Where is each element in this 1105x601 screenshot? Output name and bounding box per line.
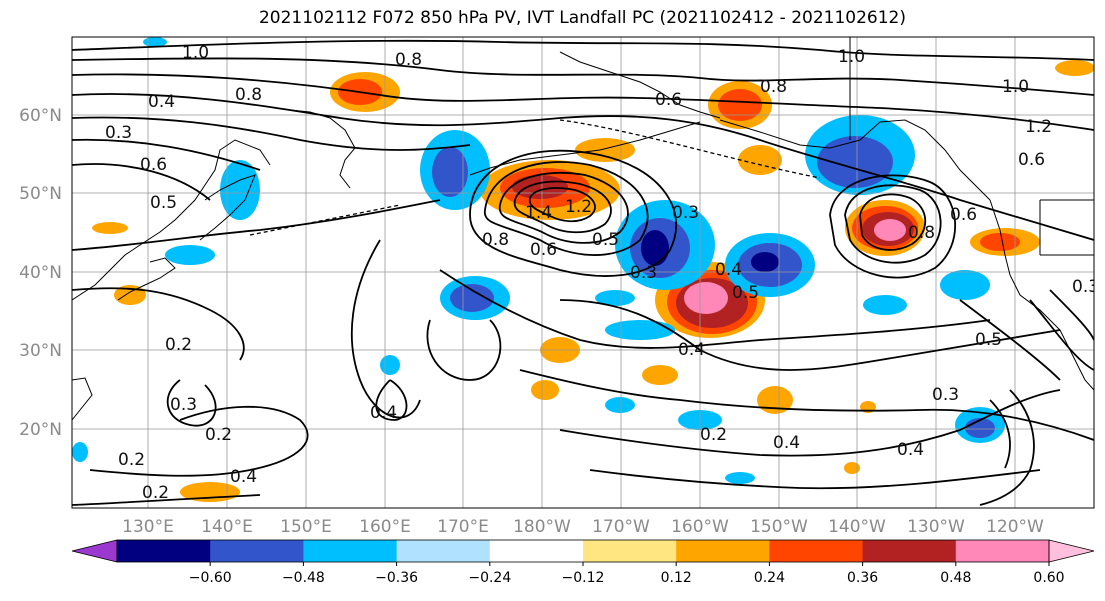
contour-label: 0.3	[672, 203, 699, 223]
lon-label: 140°W	[828, 517, 886, 537]
contour-label: 0.5	[732, 283, 759, 303]
contour-label: 0.4	[230, 467, 257, 487]
contour-label: 0.4	[897, 440, 924, 460]
contour-label: 0.8	[908, 223, 935, 243]
dashed-contours	[249, 119, 821, 236]
colorbar-extend-left	[71, 539, 118, 563]
contour-label: 0.3	[170, 395, 197, 415]
contour-label: 0.4	[148, 92, 175, 112]
map-frame	[71, 36, 1095, 509]
lon-label: 170°E	[437, 517, 489, 537]
contour-label: 0.3	[1072, 277, 1099, 297]
colorbar-cell	[676, 540, 770, 562]
colorbar-cell	[583, 540, 677, 562]
contour-label: 1.2	[565, 197, 592, 217]
colorbar-tick-label: −0.60	[189, 570, 232, 586]
contour-label: 1.4	[525, 203, 552, 223]
contour-label: 0.3	[932, 385, 959, 405]
lon-label: 150°E	[280, 517, 332, 537]
colorbar-tick-label: −0.24	[468, 570, 511, 586]
colorbar: −0.60 −0.48 −0.36 −0.24 −0.12 0.12 0.24 0.36 0.4…	[71, 539, 1095, 586]
contour-label: 0.8	[395, 50, 422, 70]
lat-label: 20°N	[19, 420, 62, 440]
lat-label: 50°N	[19, 184, 62, 204]
colorbar-cell	[210, 540, 304, 562]
contour-label: 0.5	[150, 193, 177, 213]
pv-contours	[72, 39, 1094, 506]
colorbar-tick-label: 0.60	[1033, 570, 1064, 586]
contour-label: 0.4	[715, 260, 742, 280]
lon-label: 120°W	[986, 517, 1044, 537]
contour-label: 0.8	[482, 230, 509, 250]
lon-label: 180°W	[513, 517, 571, 537]
lon-label: 140°E	[201, 517, 253, 537]
colorbar-cell	[396, 540, 491, 562]
longitude-labels: 130°E 140°E 150°E 160°E 170°E 180°W 170°…	[122, 517, 1044, 537]
contour-label: 0.6	[140, 155, 167, 175]
contour-label: 0.6	[655, 90, 682, 110]
contour-label: 0.2	[142, 483, 169, 503]
colorbar-cell	[303, 540, 398, 562]
contour-label: 0.2	[700, 425, 727, 445]
contour-label: 1.0	[182, 43, 209, 63]
contour-label: 0.8	[235, 85, 262, 105]
colorbar-cell	[489, 540, 584, 562]
lon-label: 170°W	[592, 517, 650, 537]
contour-label: 0.3	[630, 263, 657, 283]
contour-label: 0.4	[678, 340, 705, 360]
contour-label: 0.8	[760, 77, 787, 97]
colorbar-extend-right	[1048, 539, 1095, 563]
colorbar-cell	[955, 540, 1050, 562]
lon-label: 160°E	[359, 517, 411, 537]
contour-label: 0.6	[530, 240, 557, 260]
lat-label: 30°N	[19, 341, 62, 361]
colorbar-tick-label: −0.48	[282, 570, 325, 586]
contour-label: 1.0	[838, 47, 865, 67]
latitude-labels: 60°N 50°N 40°N 30°N 20°N	[19, 106, 62, 440]
map-title: 2021102112 F072 850 hPa PV, IVT Landfall…	[258, 8, 906, 28]
contour-label: 0.3	[105, 123, 132, 143]
contour-label: 0.5	[975, 330, 1002, 350]
colorbar-cell	[117, 540, 211, 562]
colorbar-tick-label: −0.12	[562, 570, 605, 586]
colorbar-tick-label: −0.36	[375, 570, 418, 586]
contour-label: 1.2	[1025, 117, 1052, 137]
contour-label: 0.2	[205, 425, 232, 445]
contour-label: 0.2	[165, 335, 192, 355]
contour-label: 0.2	[118, 450, 145, 470]
colorbar-tick-label: 0.24	[754, 570, 785, 586]
colorbar-tick-label: 0.36	[847, 570, 878, 586]
coastlines	[72, 37, 1094, 421]
colorbar-tick-label: 0.48	[940, 570, 971, 586]
contour-label: 0.6	[950, 205, 977, 225]
colorbar-cell	[769, 540, 864, 562]
lat-label: 60°N	[19, 106, 62, 126]
lon-label: 160°W	[671, 517, 729, 537]
colorbar-tick-label: 0.12	[661, 570, 692, 586]
contour-label: 0.4	[773, 433, 800, 453]
lon-label: 150°W	[750, 517, 808, 537]
shaded-anomaly-field	[72, 37, 1094, 502]
contour-label: 0.4	[370, 403, 397, 423]
contour-label: 1.0	[1002, 77, 1029, 97]
contour-label: 0.5	[592, 230, 619, 250]
lon-label: 130°W	[907, 517, 965, 537]
lat-label: 40°N	[19, 263, 62, 283]
lon-label: 130°E	[122, 517, 174, 537]
colorbar-cell	[862, 540, 957, 562]
contour-label: 0.6	[1018, 150, 1045, 170]
contour-labels: 1.0 0.8 0.8 1.0 0.8 0.6 0.4 0.3 0.6 0.5 …	[105, 43, 1099, 503]
